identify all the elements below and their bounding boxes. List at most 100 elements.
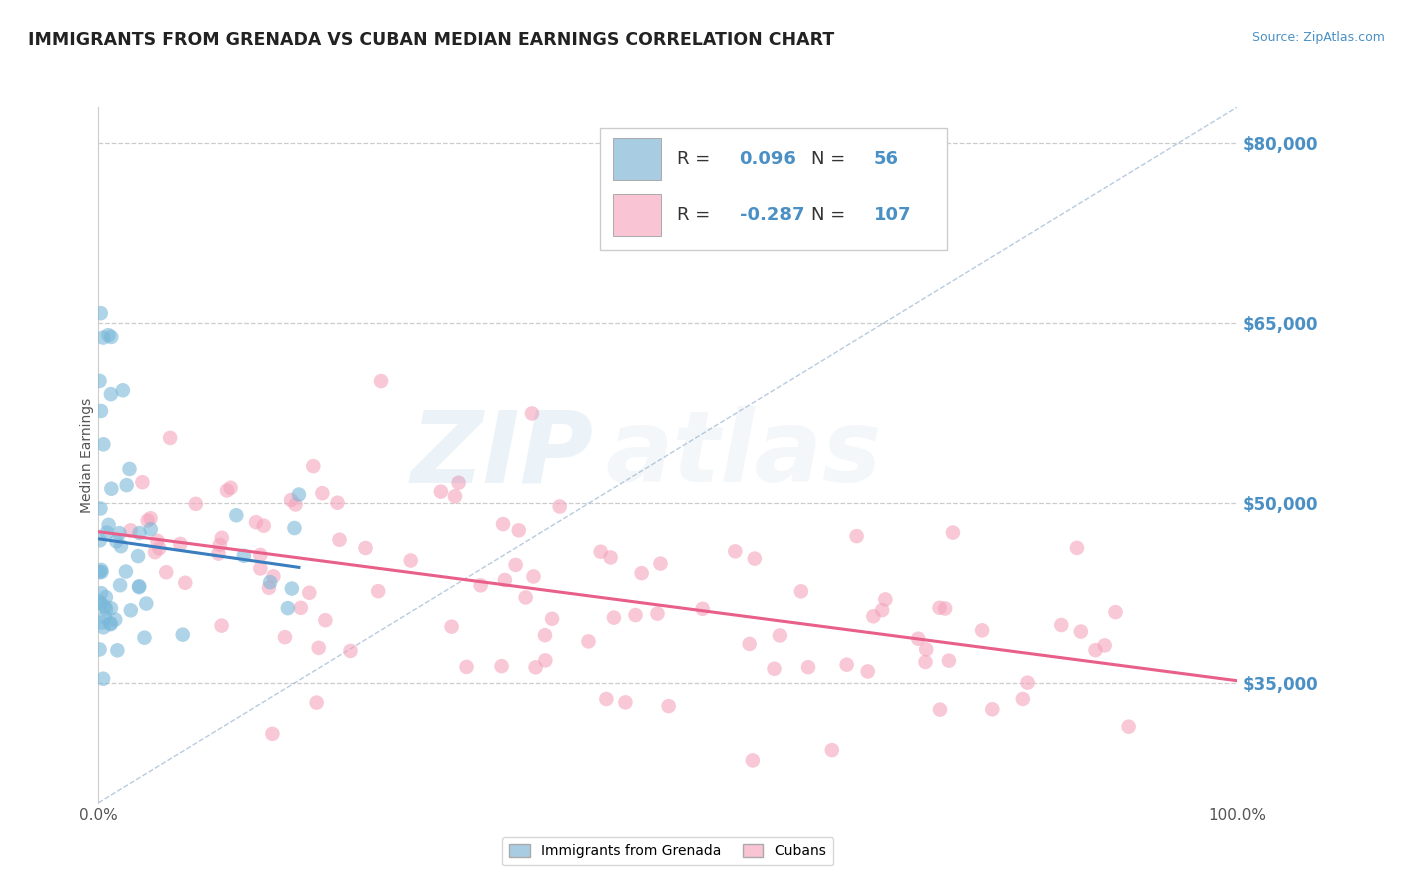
Text: 56: 56 (875, 150, 898, 169)
Point (290, 600, 312, 615)
Legend: Immigrants from Grenada, Cubans: Immigrants from Grenada, Cubans (502, 838, 834, 865)
Point (491, 659, 513, 673)
Point (942, 525, 965, 540)
Point (624, 608, 647, 623)
Point (111, 384, 134, 398)
Point (90, 615, 112, 630)
Point (104, 613, 127, 627)
Point (914, 655, 936, 669)
Point (108, 578, 131, 592)
Point (430, 484, 453, 499)
Point (115, 478, 138, 492)
Point (741, 753, 763, 767)
Point (90, 404, 112, 418)
Point (91, 330, 114, 344)
Point (146, 533, 169, 548)
Point (207, 547, 229, 561)
Point (541, 612, 564, 626)
Point (169, 537, 191, 551)
Point (603, 610, 626, 624)
Point (89, 595, 111, 609)
Point (534, 653, 557, 667)
Point (492, 517, 515, 532)
Point (174, 575, 197, 590)
Point (120, 524, 142, 538)
Point (934, 601, 956, 615)
Text: 107: 107 (875, 206, 911, 224)
Point (232, 549, 254, 563)
Point (94, 590, 117, 604)
Point (105, 643, 128, 657)
Text: N =: N = (811, 206, 852, 224)
Point (650, 557, 672, 571)
Text: atlas: atlas (605, 407, 882, 503)
Point (90, 565, 112, 579)
Point (89, 565, 111, 579)
Point (288, 487, 311, 501)
Point (283, 521, 305, 535)
Point (444, 489, 467, 503)
Point (1070, 624, 1092, 639)
Point (328, 533, 350, 547)
FancyBboxPatch shape (613, 194, 661, 235)
Point (115, 565, 138, 579)
Point (515, 591, 537, 605)
Point (100, 387, 122, 401)
Point (548, 500, 571, 514)
Point (938, 654, 960, 668)
Point (862, 609, 884, 624)
Point (763, 662, 786, 676)
Point (105, 534, 128, 549)
Point (127, 549, 149, 563)
Point (100, 601, 122, 615)
Point (308, 640, 330, 655)
Point (135, 597, 157, 611)
Point (658, 699, 681, 714)
FancyBboxPatch shape (599, 128, 946, 250)
Point (98, 616, 121, 631)
Point (928, 600, 950, 615)
Point (769, 628, 792, 642)
Point (128, 579, 150, 593)
Point (630, 566, 652, 581)
Point (118, 462, 141, 476)
Point (100, 482, 122, 496)
Point (821, 743, 844, 757)
Point (139, 511, 162, 525)
Point (94, 602, 117, 616)
Point (172, 627, 194, 641)
Point (108, 526, 131, 541)
Point (470, 578, 492, 592)
Point (1084, 643, 1107, 657)
Point (219, 481, 242, 495)
Point (589, 545, 612, 559)
Point (870, 603, 893, 617)
Point (97, 328, 120, 343)
Point (90, 586, 112, 600)
Point (89, 642, 111, 657)
Point (215, 483, 238, 498)
Point (534, 628, 557, 642)
Text: R =: R = (676, 150, 716, 169)
Point (262, 569, 284, 583)
Point (90, 597, 112, 611)
Point (447, 475, 470, 490)
Point (692, 602, 714, 616)
Point (262, 727, 284, 741)
Point (280, 493, 302, 508)
Text: ZIP: ZIP (411, 407, 593, 503)
Point (305, 696, 328, 710)
Point (520, 407, 543, 421)
Text: 0.096: 0.096 (740, 150, 796, 169)
Point (90, 563, 112, 577)
Point (281, 582, 304, 596)
Point (875, 592, 897, 607)
Point (578, 634, 600, 648)
Point (89, 501, 111, 516)
Point (505, 558, 527, 572)
Point (97, 517, 120, 532)
Point (131, 475, 153, 490)
Point (143, 545, 166, 559)
Point (1050, 618, 1073, 632)
Point (91, 672, 114, 686)
